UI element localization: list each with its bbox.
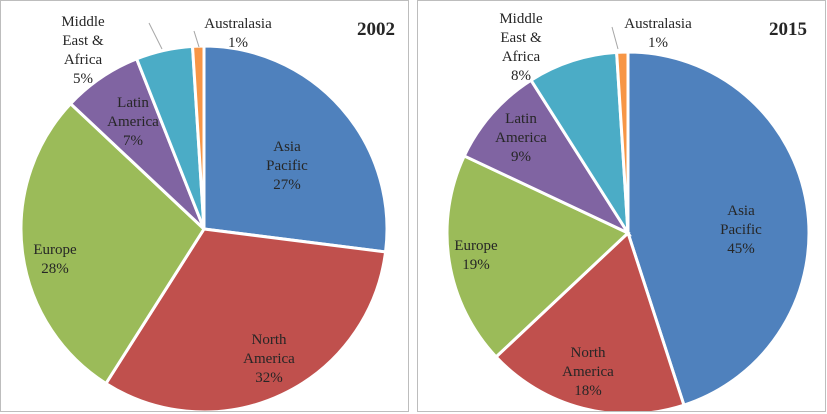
data-label-middle-east-africa: Middle East & Africa 5%: [61, 14, 105, 87]
data-label-europe: Europe 28%: [33, 242, 77, 277]
data-label-north-america: North America 18%: [562, 345, 614, 399]
pie-slice-north-america: [493, 230, 686, 411]
pie-slice-latin-america: [462, 78, 633, 237]
pie-slice-asia-pacific: [626, 50, 811, 408]
pie-slice-asia-pacific: [202, 44, 389, 254]
pie-slice-australasia: [615, 50, 630, 234]
leader-line: [148, 22, 163, 50]
data-label-latin-america: Latin America 7%: [107, 95, 159, 149]
pie-slice-europe: [445, 153, 631, 360]
pie-chart-2002: 2002 Asia Pacific 27% North America 32% Europe…: [19, 14, 395, 411]
pie-slice-europe: [19, 101, 206, 386]
chart-panel-2002: 2002 Asia Pacific 27% North America 32% Europe…: [0, 0, 409, 412]
data-label-europe: Europe 19%: [454, 238, 498, 273]
data-label-asia-pacific: Asia Pacific 27%: [266, 139, 308, 193]
data-label-middle-east-africa: Middle East & Africa 8%: [499, 11, 543, 84]
data-label-asia-pacific: Asia Pacific 45%: [720, 203, 762, 257]
pie-chart-2015: 2015 Asia Pacific 45% North America 18% Europe…: [445, 11, 811, 411]
data-label-north-america: North America 32%: [243, 332, 295, 386]
chart-panel-2015: 2015 Asia Pacific 45% North America 18% Europe…: [417, 0, 826, 412]
leader-line: [193, 30, 200, 48]
chart-title-2015: 2015: [769, 19, 807, 40]
chart-title-2002: 2002: [357, 19, 395, 40]
data-label-latin-america: Latin America 9%: [495, 111, 547, 165]
data-label-australasia: Australasia 1%: [624, 16, 692, 51]
data-label-australasia: Australasia 1%: [204, 16, 272, 51]
pie-slice-middle-east-africa: [528, 50, 630, 234]
leader-line: [611, 26, 619, 50]
